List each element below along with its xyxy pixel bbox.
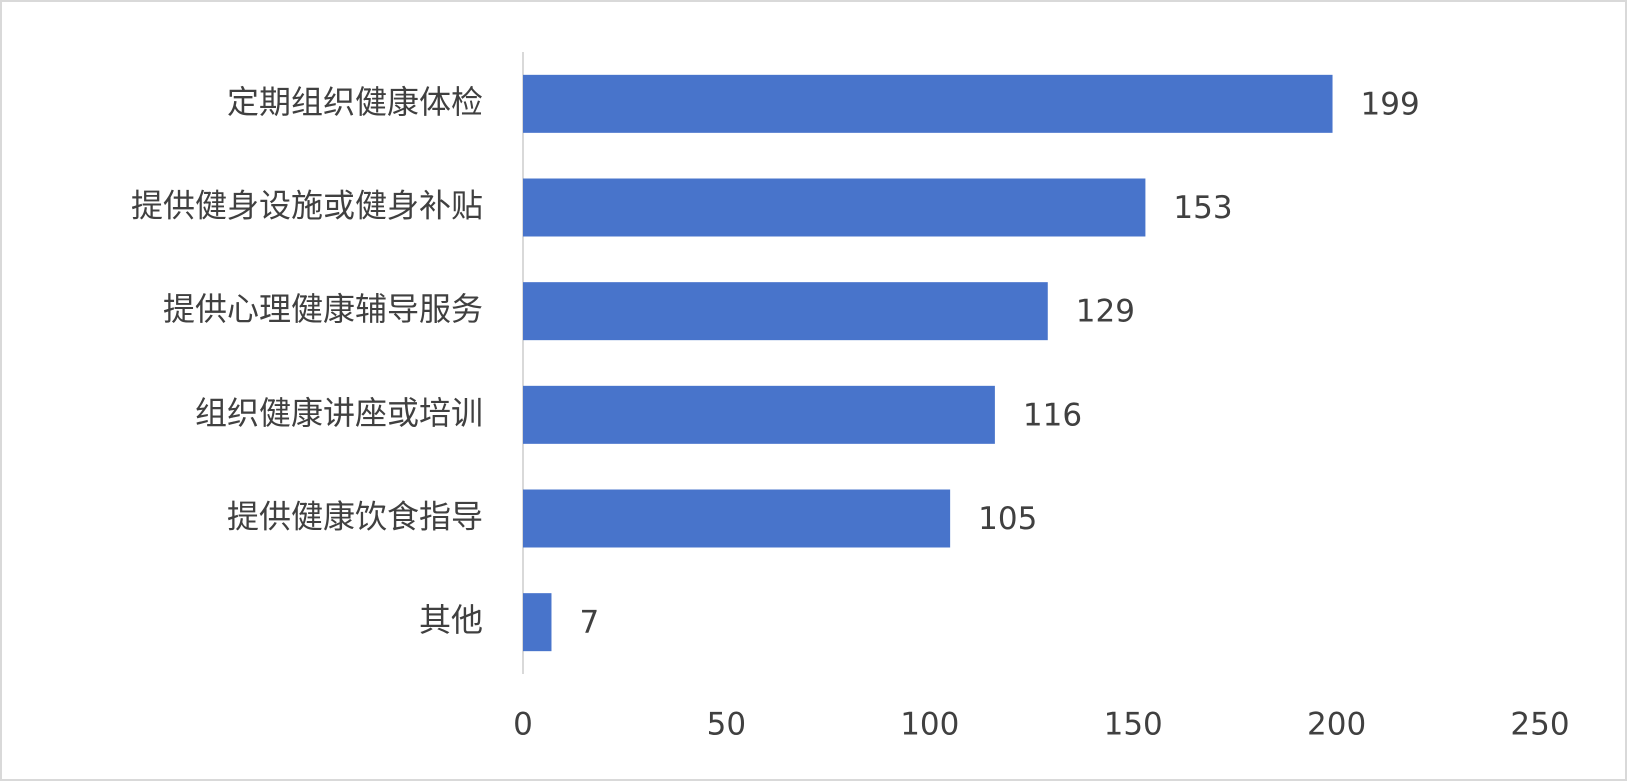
x-tick-label: 150 — [1104, 707, 1163, 743]
x-tick-label: 50 — [707, 707, 746, 743]
data-label: 129 — [1076, 294, 1135, 330]
y-tick-label: 其他 — [419, 601, 483, 639]
bar — [523, 282, 1048, 341]
data-label: 105 — [978, 501, 1037, 537]
bar — [523, 178, 1146, 237]
y-tick-label: 提供健康饮食指导 — [227, 498, 483, 536]
y-tick-label: 提供心理健康辅导服务 — [163, 290, 483, 328]
data-label: 153 — [1173, 190, 1232, 226]
x-tick-label: 200 — [1307, 707, 1366, 743]
y-tick-label: 定期组织健康体检 — [227, 83, 483, 121]
data-label: 116 — [1023, 397, 1082, 433]
x-tick-label: 0 — [513, 707, 533, 743]
bar — [523, 489, 951, 548]
x-tick-label: 250 — [1510, 707, 1569, 743]
data-label: 7 — [579, 605, 599, 641]
y-tick-label: 提供健身设施或健身补贴 — [131, 187, 483, 225]
bar — [523, 385, 995, 444]
bar — [523, 74, 1333, 133]
x-tick-label: 100 — [900, 707, 959, 743]
data-label: 199 — [1361, 86, 1420, 122]
y-tick-label: 组织健康讲座或培训 — [195, 394, 483, 432]
bar — [523, 593, 552, 652]
